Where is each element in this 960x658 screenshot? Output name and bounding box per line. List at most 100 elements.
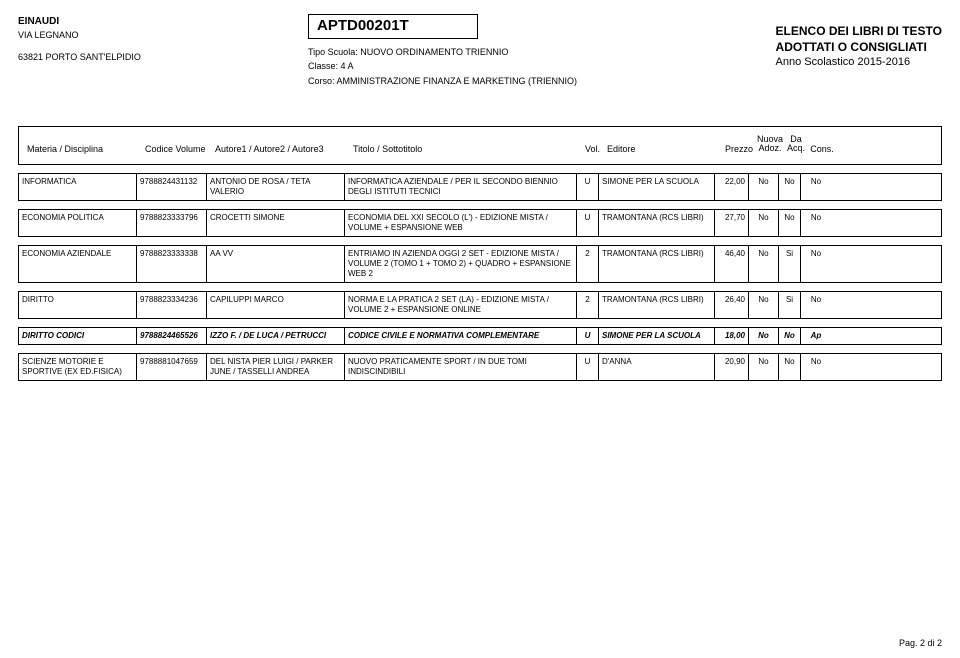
classe-line: Classe: 4 A [308,59,628,73]
cell-cons: No [801,292,831,318]
cell-autore: CROCETTI SIMONE [207,210,345,236]
col-codice: Codice Volume [143,144,213,154]
cell-nuova: No [749,246,779,282]
col-autore: Autore1 / Autore2 / Autore3 [213,144,351,154]
cell-vol: 2 [577,246,599,282]
col-vol: Vol. [583,144,605,154]
header-left: EINAUDI VIA LEGNANO 63821 PORTO SANT'ELP… [18,14,141,64]
cell-codice: 9788823333338 [137,246,207,282]
col-da-2: Acq. [787,143,805,153]
cell-editore: SIMONE PER LA SCUOLA [599,174,715,200]
cell-nuova: No [749,354,779,380]
course-code: APTD00201T [317,17,409,34]
cell-cons: No [801,354,831,380]
col-prezzo: Prezzo [721,144,755,154]
cell-da: No [779,210,801,236]
page-footer: Pag. 2 di 2 [899,638,942,648]
corso-label: Corso: [308,74,335,88]
col-cons: Cons. [807,144,837,154]
col-da: Da Acq. [785,135,807,154]
header-right-line2: ADOTTATI O CONSIGLIATI [776,40,942,56]
cell-codice: 9788823333796 [137,210,207,236]
cell-titolo: CODICE CIVILE E NORMATIVA COMPLEMENTARE [345,328,577,344]
header-right: ELENCO DEI LIBRI DI TESTO ADOTTATI O CON… [776,24,942,69]
cell-prezzo: 46,40 [715,246,749,282]
col-nuova: Nuova Adoz. [755,135,785,154]
col-editore: Editore [605,144,721,154]
cell-materia: SCIENZE MOTORIE E SPORTIVE (EX ED.FISICA… [19,354,137,380]
col-materia: Materia / Disciplina [25,144,143,154]
table-row: DIRITTO9788823334236CAPILUPPI MARCONORMA… [18,291,942,319]
tipo-value: NUOVO ORDINAMENTO TRIENNIO [360,47,508,57]
cell-editore: D'ANNA [599,354,715,380]
cell-autore: IZZO F. / DE LUCA / PETRUCCI [207,328,345,344]
cell-titolo: NUOVO PRATICAMENTE SPORT / IN DUE TOMI I… [345,354,577,380]
cell-autore: DEL NISTA PIER LUIGI / PARKER JUNE / TAS… [207,354,345,380]
cell-prezzo: 26,40 [715,292,749,318]
tipo-scuola-line: Tipo Scuola: NUOVO ORDINAMENTO TRIENNIO [308,45,628,59]
cell-nuova: No [749,174,779,200]
column-headers-box: Materia / Disciplina Codice Volume Autor… [18,126,942,165]
col-titolo: Titolo / Sottotitolo [351,144,583,154]
table-row: SCIENZE MOTORIE E SPORTIVE (EX ED.FISICA… [18,353,942,381]
cell-titolo: INFORMATICA AZIENDALE / PER IL SECONDO B… [345,174,577,200]
cell-cons: Ap [801,328,831,344]
cell-cons: No [801,174,831,200]
cell-materia: DIRITTO CODICI [19,328,137,344]
cell-prezzo: 18,00 [715,328,749,344]
cell-vol: U [577,174,599,200]
cell-nuova: No [749,210,779,236]
cell-titolo: ECONOMIA DEL XXI SECOLO (L') - EDIZIONE … [345,210,577,236]
table-row: ECONOMIA POLITICA9788823333796CROCETTI S… [18,209,942,237]
cell-vol: U [577,354,599,380]
header-right-line3: Anno Scolastico 2015-2016 [776,55,942,69]
cell-materia: ECONOMIA AZIENDALE [19,246,137,282]
corso-line: Corso: AMMINISTRAZIONE FINANZA E MARKETI… [308,74,628,88]
corso-value: AMMINISTRAZIONE FINANZA E MARKETING (TRI… [337,76,578,86]
header-center: APTD00201T Tipo Scuola: NUOVO ORDINAMENT… [308,14,628,88]
cell-editore: TRAMONTANA (RCS LIBRI) [599,210,715,236]
cell-vol: U [577,328,599,344]
tipo-label: Tipo Scuola: [308,45,358,59]
classe-value: 4 A [341,61,354,71]
cell-da: No [779,174,801,200]
cell-prezzo: 20,90 [715,354,749,380]
cell-da: Si [779,292,801,318]
cell-codice: 9788824465526 [137,328,207,344]
cell-cons: No [801,246,831,282]
cell-da: Si [779,246,801,282]
cell-editore: TRAMONTANA (RCS LIBRI) [599,292,715,318]
cell-codice: 9788824431132 [137,174,207,200]
header: EINAUDI VIA LEGNANO 63821 PORTO SANT'ELP… [18,14,942,106]
cell-autore: ANTONIO DE ROSA / TETA VALERIO [207,174,345,200]
cell-vol: U [577,210,599,236]
course-code-box: APTD00201T [308,14,478,39]
cell-cons: No [801,210,831,236]
table-rows: INFORMATICA9788824431132ANTONIO DE ROSA … [18,173,942,381]
cell-da: No [779,328,801,344]
cell-materia: DIRITTO [19,292,137,318]
cell-da: No [779,354,801,380]
cell-materia: ECONOMIA POLITICA [19,210,137,236]
cell-titolo: ENTRIAMO IN AZIENDA OGGI 2 SET - EDIZION… [345,246,577,282]
column-headers: Materia / Disciplina Codice Volume Autor… [25,135,935,154]
cell-materia: INFORMATICA [19,174,137,200]
table-row: INFORMATICA9788824431132ANTONIO DE ROSA … [18,173,942,201]
cell-autore: AA VV [207,246,345,282]
page: EINAUDI VIA LEGNANO 63821 PORTO SANT'ELP… [0,0,960,658]
cell-editore: SIMONE PER LA SCUOLA [599,328,715,344]
school-name: EINAUDI [18,14,141,29]
cell-autore: CAPILUPPI MARCO [207,292,345,318]
school-zip-city: 63821 PORTO SANT'ELPIDIO [18,51,141,65]
cell-vol: 2 [577,292,599,318]
cell-editore: TRAMONTANA (RCS LIBRI) [599,246,715,282]
cell-prezzo: 27,70 [715,210,749,236]
classe-label: Classe: [308,59,338,73]
cell-codice: 9788823334236 [137,292,207,318]
cell-nuova: No [749,292,779,318]
cell-titolo: NORMA E LA PRATICA 2 SET (LA) - EDIZIONE… [345,292,577,318]
school-street: VIA LEGNANO [18,29,141,43]
table-row: ECONOMIA AZIENDALE9788823333338AA VVENTR… [18,245,942,283]
table-row: DIRITTO CODICI9788824465526IZZO F. / DE … [18,327,942,345]
header-right-line1: ELENCO DEI LIBRI DI TESTO [776,24,942,40]
